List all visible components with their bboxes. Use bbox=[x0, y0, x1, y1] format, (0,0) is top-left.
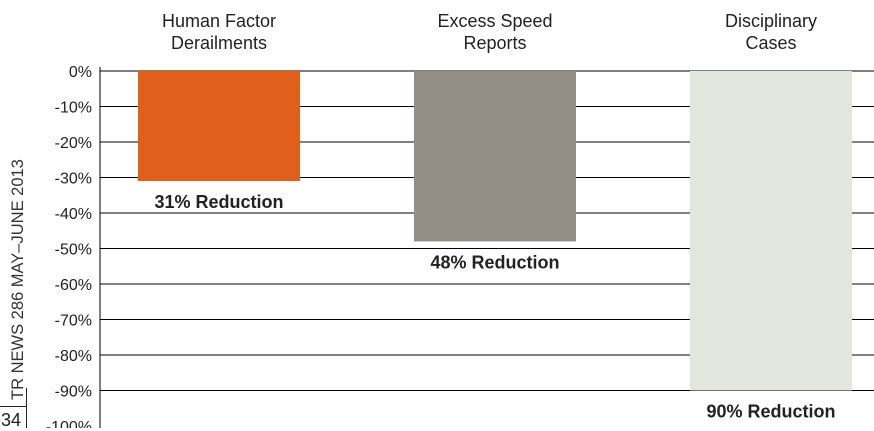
bar bbox=[414, 71, 576, 242]
bar bbox=[138, 71, 300, 182]
y-tick-label: -70% bbox=[55, 313, 92, 330]
category-label: Excess Speed bbox=[437, 11, 552, 31]
data-label: 90% Reduction bbox=[706, 402, 835, 422]
y-tick-label: -40% bbox=[55, 206, 92, 223]
y-tick-label: -30% bbox=[55, 171, 92, 188]
y-tick-label: -90% bbox=[55, 384, 92, 401]
y-tick-label: -50% bbox=[55, 242, 92, 259]
bar bbox=[690, 71, 852, 391]
y-tick-label: 0% bbox=[69, 64, 92, 81]
y-tick-label: -10% bbox=[55, 100, 92, 117]
y-tick-label: -100% bbox=[46, 419, 92, 428]
y-tick-label: -60% bbox=[55, 277, 92, 294]
data-label: 31% Reduction bbox=[154, 192, 283, 212]
data-label: 48% Reduction bbox=[430, 252, 559, 272]
category-label: Human Factor bbox=[162, 11, 276, 31]
page-number: 34 bbox=[1, 410, 22, 430]
category-label: Disciplinary bbox=[725, 11, 817, 31]
page-number-rule bbox=[0, 406, 26, 407]
y-tick-label: -80% bbox=[55, 348, 92, 365]
page-margin-rule bbox=[26, 388, 27, 428]
category-label: Reports bbox=[463, 33, 526, 53]
side-caption: TR NEWS 286 MAY–JUNE 2013 bbox=[9, 159, 27, 400]
category-label: Derailments bbox=[171, 33, 267, 53]
y-tick-label: -20% bbox=[55, 135, 92, 152]
category-label: Cases bbox=[745, 33, 796, 53]
